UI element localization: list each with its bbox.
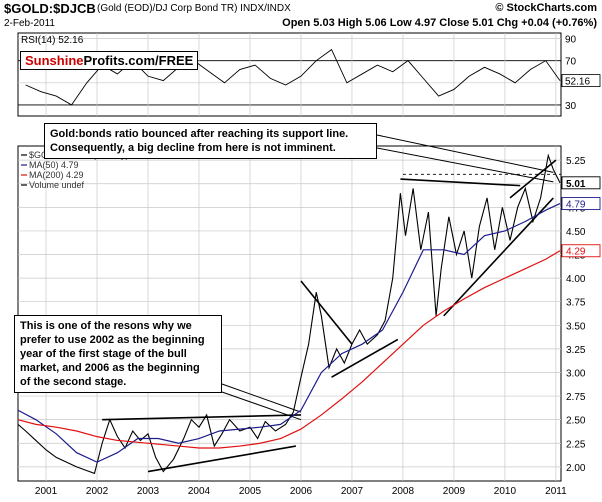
rsi-tick-label: 70	[565, 57, 577, 68]
symbol-description: (Gold (EOD)/DJ Corp Bond TR) INDX/INDX	[97, 3, 291, 14]
x-tick-label: 2005	[239, 486, 262, 497]
x-tick-label: 2006	[290, 486, 313, 497]
watermark-logo: SunshineProfits.com/FREE	[20, 51, 199, 70]
x-tick-label: 2004	[188, 486, 211, 497]
x-tick-label: 2009	[443, 486, 466, 497]
annotation-left: This is one of the resons why we prefer …	[14, 315, 222, 393]
annotation-top-line-1: Gold:bonds ratio bounced after reaching …	[50, 128, 349, 140]
callout-pointer	[376, 147, 554, 183]
price-tick-label: 2.00	[566, 463, 586, 474]
price-tick-label: 3.50	[566, 321, 586, 332]
x-tick-label: 2003	[137, 486, 160, 497]
price-tick-label: 5.25	[566, 156, 586, 167]
price-last-value-box	[561, 176, 601, 190]
x-tick-label: 2001	[35, 486, 58, 497]
price-tick-label: 2.75	[566, 392, 586, 403]
price-legend-entry: Volume undef	[29, 180, 85, 190]
callout-pointer	[221, 391, 302, 421]
price-last-value: 4.79	[566, 200, 586, 211]
annotation-left-line-3: year of the first stage of the bull	[20, 348, 187, 360]
rsi-tick-label: 90	[565, 35, 577, 46]
price-last-value: 4.29	[566, 247, 586, 258]
rsi-last-value: 52.16	[565, 77, 590, 88]
trendline	[443, 197, 554, 317]
price-tick-label: 3.00	[566, 368, 586, 379]
trendline	[147, 445, 297, 473]
rsi-panel	[17, 32, 562, 117]
annotation-top: Gold:bonds ratio bounced after reaching …	[44, 123, 377, 159]
price-tick-label: 3.75	[566, 298, 586, 309]
trendline	[509, 159, 557, 199]
copyright: © StockCharts.com	[495, 2, 597, 14]
price-panel	[17, 145, 562, 482]
annotation-left-line-4: market, and 2006 as the beginning	[20, 362, 200, 374]
rsi-last-value-box	[561, 74, 601, 87]
annotation-left-line-1: This is one of the resons why we	[20, 320, 192, 332]
x-tick-label: 2008	[392, 486, 415, 497]
ma200-line	[17, 250, 561, 449]
rsi-tick-label: 30	[565, 101, 577, 112]
watermark-rest: Profits.com/FREE	[83, 53, 194, 68]
x-tick-label: 2007	[341, 486, 364, 497]
price-legend-entry: MA(200) 4.29	[29, 170, 84, 180]
x-tick-label: 2011	[545, 486, 567, 497]
price-tick-label: 3.25	[566, 345, 586, 356]
rsi-legend: RSI(14) 52.16	[21, 35, 84, 46]
callout-pointer	[221, 383, 302, 413]
price-legend-entry: MA(50) 4.79	[29, 160, 79, 170]
trendline	[331, 338, 399, 378]
price-tick-label: 4.00	[566, 274, 586, 285]
price-last-value-box	[561, 244, 601, 258]
ma50-line	[17, 203, 561, 463]
callout-pointer	[376, 134, 554, 173]
trendline	[400, 178, 521, 187]
trendline	[102, 414, 301, 421]
annotation-left-line-2: prefer to use 2002 as the beginning	[20, 334, 205, 346]
trendline	[300, 280, 353, 345]
symbol-title: $GOLD:$DJCB	[4, 1, 96, 16]
price-tick-label: 4.50	[566, 227, 586, 238]
chart-date: 2-Feb-2011	[4, 18, 55, 29]
rsi-line	[25, 48, 561, 106]
x-tick-label: 2002	[86, 486, 109, 497]
ohlc-values: Open 5.03 High 5.06 Low 4.97 Close 5.01 …	[282, 17, 597, 29]
price-tick-label: 2.25	[566, 439, 586, 450]
x-tick-label: 2010	[494, 486, 517, 497]
annotation-left-line-5: of the second stage.	[20, 376, 127, 388]
price-last-value: 5.01	[566, 179, 586, 190]
watermark-brand: Sunshine	[25, 53, 84, 68]
annotation-top-line-2: Consequently, a big decline from here is…	[50, 142, 336, 154]
price-last-value-box	[561, 197, 601, 211]
price-tick-label: 2.50	[566, 416, 586, 427]
